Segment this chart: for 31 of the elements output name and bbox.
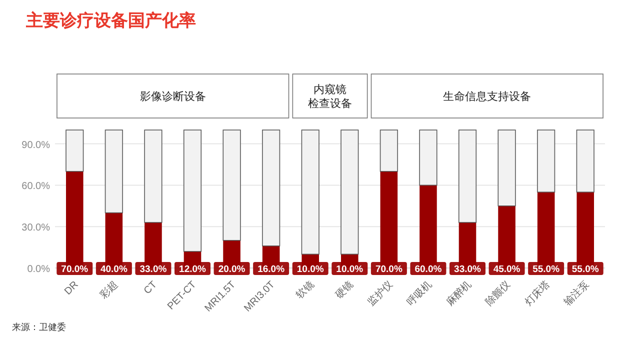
x-tick-label: DR [62, 279, 81, 298]
x-tick-label: 麻醉机 [444, 278, 474, 308]
data-label: 33.0% [454, 264, 482, 275]
data-label: 10.0% [336, 264, 364, 275]
data-label: 16.0% [258, 264, 286, 275]
x-tick-label: 灯床塔 [522, 278, 552, 308]
x-tick-label: 呼吸机 [404, 278, 434, 308]
x-tick-label: 监护仪 [365, 278, 396, 308]
data-label: 60.0% [414, 264, 442, 275]
x-tick-label: CT [142, 279, 160, 297]
data-label: 33.0% [140, 264, 168, 275]
x-tick-label: 输注泵 [562, 278, 592, 308]
x-tick-label: 除颤仪 [483, 278, 513, 308]
chart-title: 主要诊疗设备国产化率 [25, 11, 196, 30]
x-tick-label: 彩超 [97, 278, 120, 302]
data-label: 70.0% [61, 264, 89, 275]
data-label: 45.0% [493, 264, 521, 275]
y-tick-label: 90.0% [22, 140, 50, 151]
y-tick-label: 30.0% [22, 222, 50, 234]
data-label: 10.0% [296, 264, 324, 275]
x-tick-label: 硬镜 [333, 278, 356, 302]
data-label: 40.0% [100, 264, 128, 275]
x-tick-label: 软镜 [294, 278, 316, 302]
y-tick-label: 0.0% [27, 264, 50, 275]
data-label: 20.0% [218, 264, 246, 275]
y-tick-label: 60.0% [22, 181, 50, 192]
data-label: 55.0% [572, 264, 600, 275]
data-label: 55.0% [532, 264, 560, 275]
data-label: 12.0% [179, 264, 207, 275]
data-label: 70.0% [375, 264, 403, 275]
source-note: 来源：卫健委 [12, 322, 66, 332]
